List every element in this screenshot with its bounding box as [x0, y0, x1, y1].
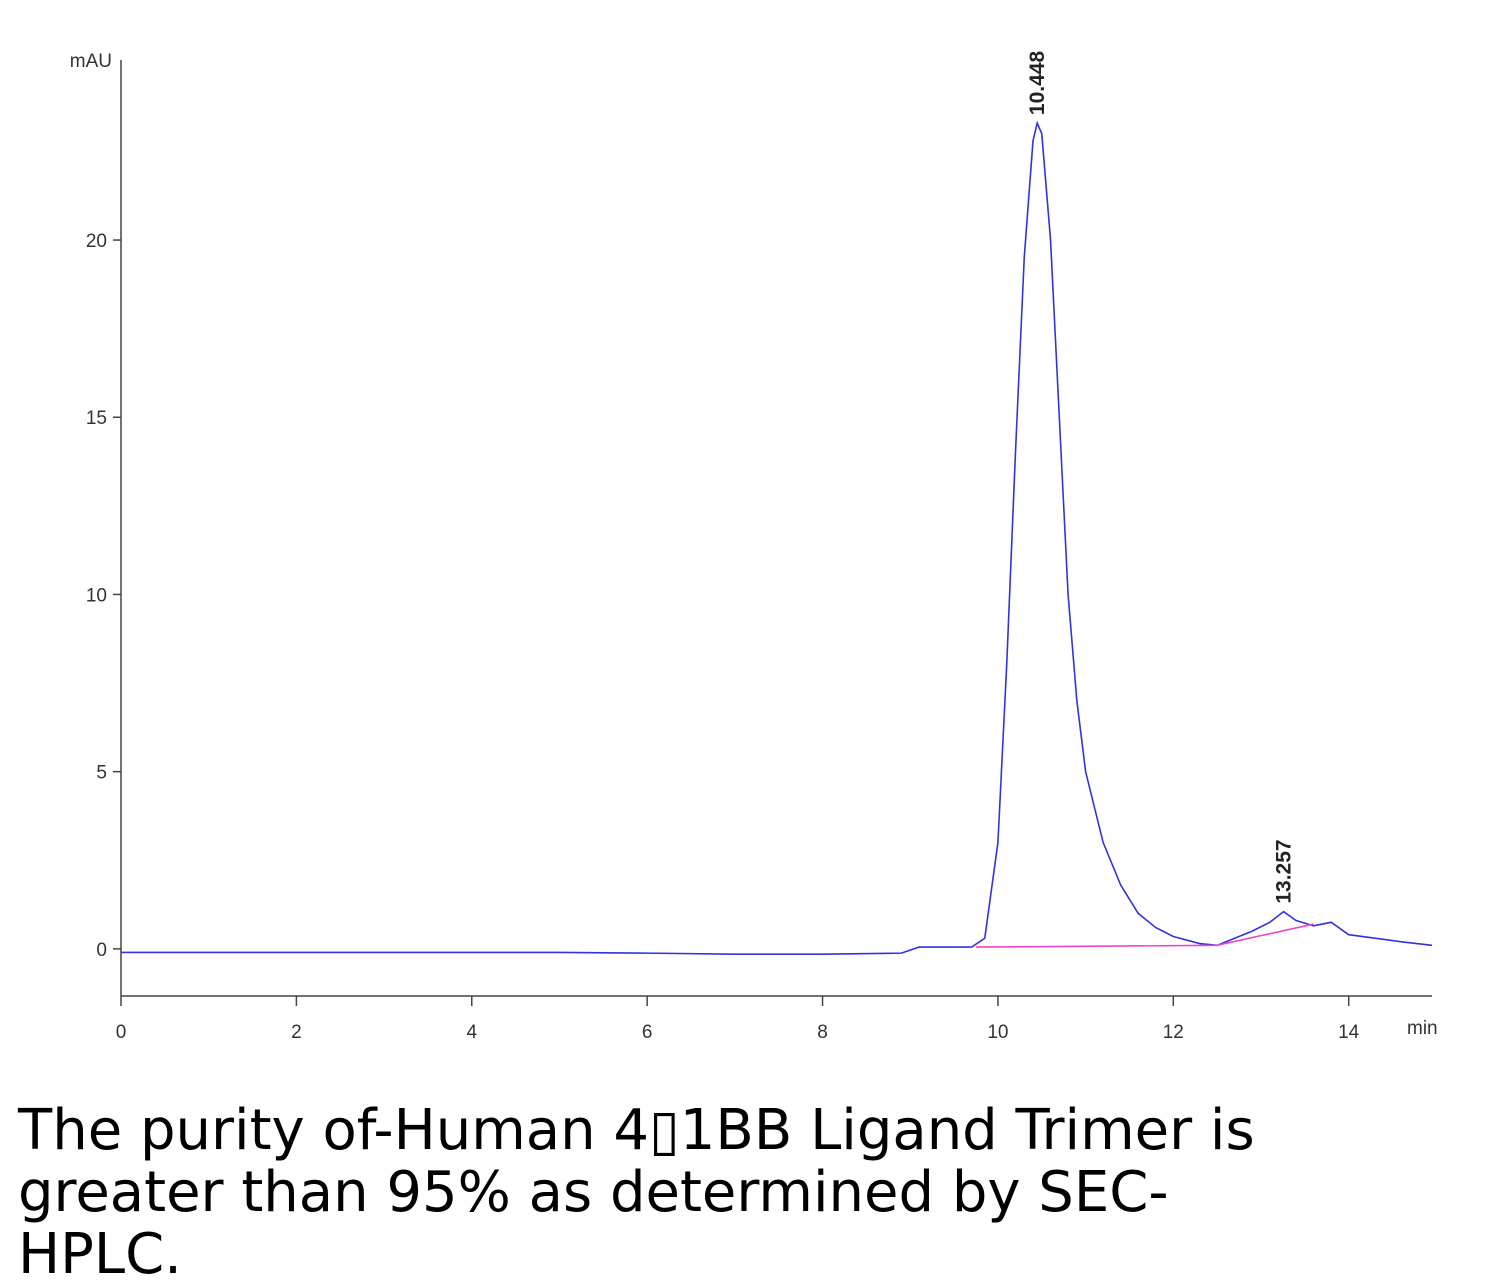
x-axis-label: min [1407, 1018, 1438, 1039]
caption: The purity of-Human 4▯1BB Ligand Trimer … [18, 1098, 1255, 1287]
x-tick-label: 8 [817, 1022, 828, 1043]
x-tick-label: 0 [116, 1022, 127, 1043]
x-tick-label: 12 [1163, 1022, 1184, 1043]
y-axis-label: mAU [70, 51, 112, 72]
page: mAU min 0 5 10 15 20 0 2 4 6 8 10 12 14 10.448 13.257 … [18, 50, 1438, 1286]
trace [121, 120, 1433, 955]
x-tick-label: 6 [642, 1022, 653, 1043]
y-tick-label: 5 [96, 763, 107, 784]
trace [975, 923, 1314, 948]
x-tick-label: 14 [1338, 1022, 1360, 1043]
x-tick-label: 10 [987, 1022, 1008, 1043]
y-tick-label: 0 [96, 940, 107, 961]
x-tick-label: 4 [466, 1022, 477, 1043]
y-tick-label: 10 [86, 585, 107, 606]
peak-label: 13.257 [1273, 839, 1296, 903]
peak-label: 10.448 [1026, 51, 1049, 116]
y-tick-label: 15 [86, 408, 107, 429]
x-tick-label: 2 [291, 1022, 302, 1043]
y-tick-label: 20 [86, 231, 107, 252]
chart: mAU min 0 5 10 15 20 0 2 4 6 8 10 12 14 10.448 13.257 [70, 51, 1438, 1043]
